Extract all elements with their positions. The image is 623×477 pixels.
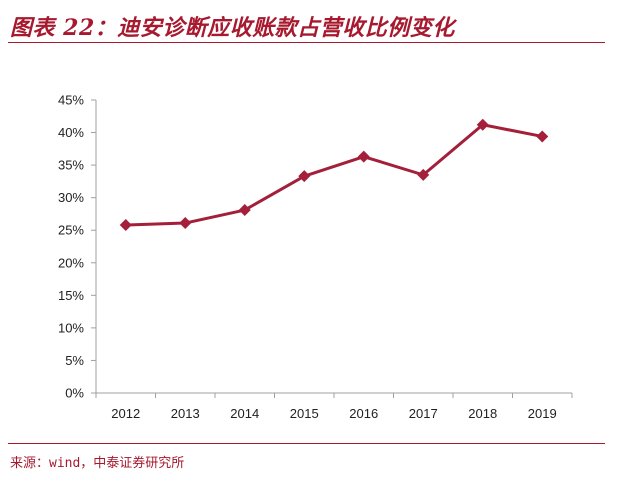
x-tick-label: 2014 [230,406,259,421]
data-point-marker [298,170,311,183]
figure-title: 图表 22：迪安诊断应收账款占营收比例变化 [10,15,455,41]
data-point-marker [238,204,251,217]
source-note: 来源：wind，中泰证券研究所 [10,456,185,471]
chart-area: 0% 5% 10% 15% 20% 25% 30% 35% 40% 45% 2012 2013 2014… [0,60,623,440]
footer-divider [8,443,605,444]
x-tick-label: 2012 [111,406,140,421]
x-tick-label: 2019 [528,406,557,421]
y-tick-label: 20% [58,255,84,270]
header-divider [8,42,605,43]
data-point-marker [119,219,132,232]
data-point-marker [536,130,549,143]
y-tick-label: 35% [58,158,84,173]
x-tick-label: 2017 [409,406,438,421]
data-point-marker [476,118,489,131]
figure-header: 图表 22：迪安诊断应收账款占营收比例变化 [0,0,623,44]
data-point-marker [179,217,192,230]
x-tick-label: 2013 [171,406,200,421]
y-tick-label: 0% [65,386,84,401]
y-tick-label: 30% [58,190,84,205]
data-point-marker [417,168,430,181]
line-chart: 0% 5% 10% 15% 20% 25% 30% 35% 40% 45% 2012 2013 2014… [58,93,573,421]
x-tick-label: 2016 [349,406,378,421]
x-tick-label: 2015 [290,406,319,421]
y-tick-label: 40% [58,125,84,140]
series-line [125,123,543,227]
y-tick-label: 45% [58,93,84,108]
y-tick-label: 15% [58,288,84,303]
data-point-marker [357,150,370,163]
y-tick-label: 10% [58,320,84,335]
x-tick-label: 2018 [468,406,497,421]
y-tick-label: 25% [58,223,84,238]
y-tick-label: 5% [65,353,84,368]
